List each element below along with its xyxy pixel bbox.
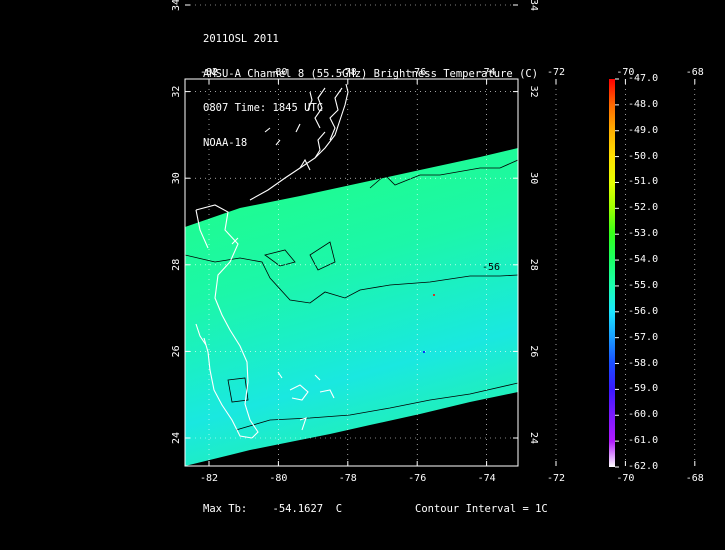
colorbar-label: -49.0: [628, 124, 659, 136]
colorbar-label: -58.0: [628, 357, 659, 369]
lat-tick-label: 26: [528, 345, 539, 357]
lon-tick-label: -72: [547, 67, 565, 78]
colorbar-label: -55.0: [628, 279, 659, 291]
colorbar-label: -57.0: [628, 331, 659, 343]
lat-tick-label: 24: [171, 432, 182, 444]
lat-tick-label: 24: [528, 432, 539, 444]
lon-tick-label: -80: [269, 473, 287, 484]
lon-tick-label: -72: [547, 473, 565, 484]
lon-labels-top: -82 -80 -78 -76 -74 -72 -70 -68: [200, 67, 704, 78]
colorbar-label: -54.0: [628, 254, 659, 266]
lon-tick-label: -80: [269, 67, 287, 78]
title-line-1: 2011OSL 2011: [203, 33, 279, 45]
lat-tick-label: 32: [528, 86, 539, 98]
data-point: [423, 351, 425, 353]
frame-ticks: [185, 4, 696, 466]
title-block: 2011OSL 2011 AMSU-A Channel 8 (55.5GHz) …: [203, 11, 538, 161]
lon-tick-label: -74: [478, 67, 496, 78]
lon-tick-label: -78: [339, 473, 357, 484]
lat-tick-label: 26: [171, 345, 182, 357]
colorbar-label: -62.0: [628, 461, 659, 472]
lat-tick-label: 28: [171, 259, 182, 271]
colorbar-label: -50.0: [628, 150, 659, 162]
colorbar-label: -53.0: [628, 228, 659, 240]
lat-labels-left: 2426283032343638: [171, 0, 182, 444]
lon-tick-label: -70: [616, 67, 634, 78]
contour-label: -56: [482, 262, 500, 273]
coastline: [195, 83, 349, 439]
lon-tick-label: -68: [686, 473, 704, 484]
title-line-2: AMSU-A Channel 8 (55.5GHz) Brightness Te…: [203, 67, 539, 80]
colorbar-label: -51.0: [628, 176, 659, 188]
lat-tick-label: 34: [528, 0, 539, 11]
map-frame: [184, 78, 519, 467]
data-point: [433, 294, 435, 296]
colorbar-label: -52.0: [628, 202, 659, 214]
colorbar-label: -47.0: [628, 73, 659, 84]
lon-tick-label: -68: [686, 67, 704, 78]
lon-tick-label: -78: [339, 67, 357, 78]
colorbar-gradient: [609, 79, 615, 467]
lon-tick-label: -82: [200, 67, 218, 78]
colorbar-label: -59.0: [628, 383, 659, 395]
lon-tick-label: -70: [616, 473, 634, 484]
colorbar-label: -48.0: [628, 98, 659, 110]
lat-tick-label: 30: [528, 172, 539, 184]
lon-tick-label: -76: [408, 473, 426, 484]
lon-tick-label: -74: [478, 473, 496, 484]
colorbar-label: -56.0: [628, 305, 659, 317]
title-line-4: NOAA-18: [203, 136, 248, 149]
colorbar: [609, 78, 619, 468]
contour-interval-text: Contour Interval = 1C: [415, 503, 548, 515]
lat-tick-label: 28: [528, 259, 539, 271]
colorbar-label: -60.0: [628, 409, 659, 421]
max-tb-readout: Max Tb: -54.1627 C: [203, 503, 343, 515]
colorbar-label: -61.0: [628, 435, 659, 447]
lat-tick-label: 30: [171, 172, 182, 184]
lat-tick-label: 32: [171, 86, 182, 98]
grid-lines: [185, 4, 696, 466]
lon-tick-label: -76: [408, 67, 426, 78]
lat-labels-right: 2426283032343638: [528, 0, 539, 444]
lon-labels-bottom: -82 -80 -78 -76 -74 -72 -70 -68: [200, 473, 704, 484]
satellite-swath: [185, 148, 518, 466]
title-line-3: 0807 Time: 1845 UTC: [203, 102, 324, 114]
lon-tick-label: -82: [200, 473, 218, 484]
lat-tick-label: 34: [171, 0, 182, 11]
